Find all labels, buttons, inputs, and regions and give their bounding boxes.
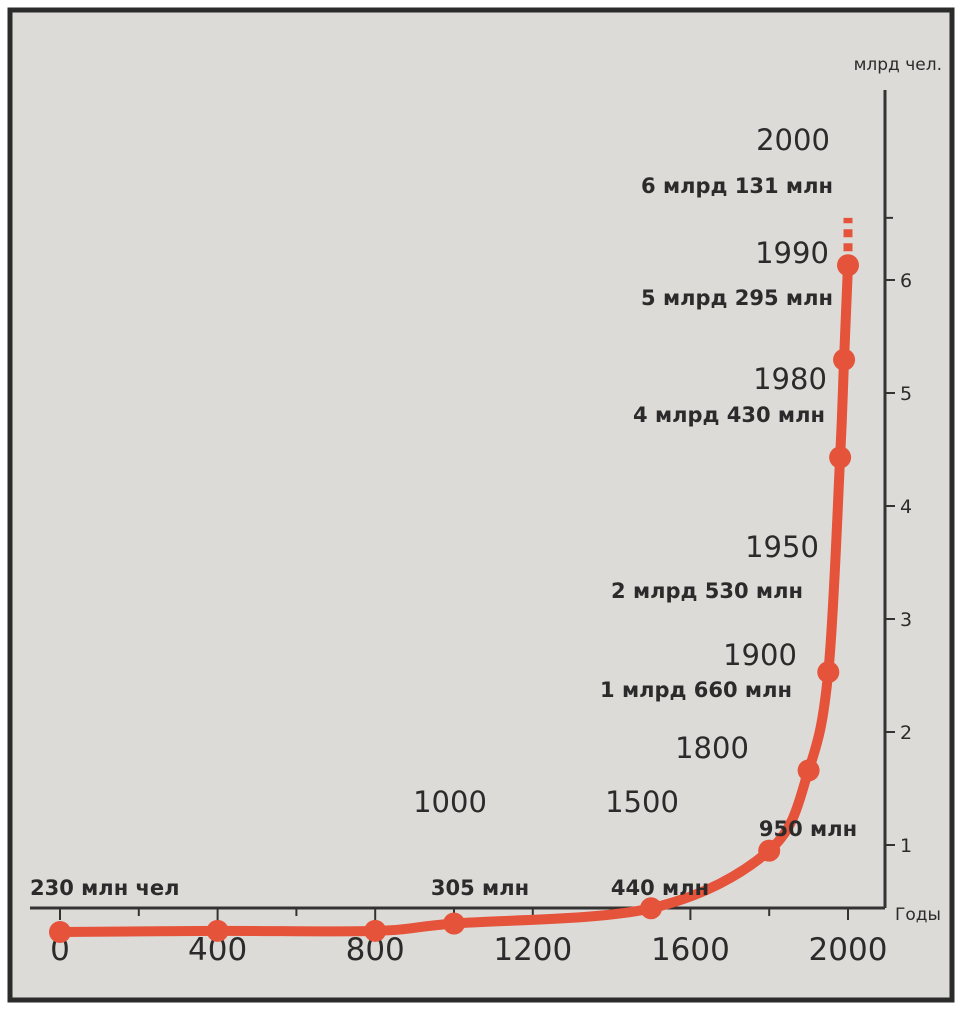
annotation-year-label: 1980 (753, 362, 827, 396)
labels-layer: 230 млн чел 1000 305 млн 1500 440 млн 1800 950… (30, 123, 857, 900)
points-layer (49, 254, 859, 944)
data-point (833, 348, 856, 371)
x-tick-label: 1200 (493, 932, 572, 968)
annotation-population-label: 230 млн чел (30, 876, 180, 900)
data-point (364, 919, 387, 942)
y-ticks: 1 2 3 4 5 6 (885, 216, 912, 857)
data-point (206, 919, 229, 942)
y-tick-label: 4 (900, 496, 912, 518)
axes (30, 90, 887, 910)
x-ticks: 0 400 800 1200 1600 2000 (50, 908, 887, 968)
annotation-population-label: 6 млрд 131 млн (641, 174, 833, 198)
annotation-population-label: 440 млн (611, 876, 709, 900)
y-tick-label: 2 (900, 722, 912, 744)
plot-panel (7, 7, 955, 1003)
annotation-year-label: 1900 (723, 638, 797, 672)
data-point (797, 759, 820, 782)
annotation-year-label: 1000 (413, 785, 487, 819)
annotation-population-label: 5 млрд 295 млн (641, 286, 833, 310)
y-tick-label: 5 (900, 383, 912, 405)
annotation-population-label: 950 млн (759, 817, 857, 841)
annotation-year-label: 1950 (745, 530, 819, 564)
annotation-population-label: 1 млрд 660 млн (600, 678, 792, 702)
y-tick-label: 6 (900, 270, 912, 292)
annotation-population-label: 2 млрд 530 млн (611, 579, 803, 603)
annotation-population-label: 4 млрд 430 млн (633, 403, 825, 427)
annotation-population-label: 305 млн (431, 876, 529, 900)
annotation-year-label: 2000 (756, 123, 830, 157)
annotation-year-label: 1500 (605, 785, 679, 819)
data-point (640, 897, 662, 920)
data-point (758, 839, 781, 862)
annotation-year-label: 1800 (675, 731, 749, 765)
data-point (443, 912, 465, 935)
annotation-year-label: 1990 (755, 236, 829, 270)
y-tick-label: 3 (900, 609, 912, 631)
x-tick-label: 1600 (651, 932, 730, 968)
x-axis-unit-label: Годы (895, 905, 941, 925)
data-point (817, 661, 840, 684)
y-tick-label: 1 (900, 835, 912, 857)
y-axis-unit-label: млрд чел. (854, 55, 942, 75)
x-tick-label: 2000 (809, 932, 888, 968)
data-point (829, 446, 852, 469)
data-point (49, 921, 71, 944)
data-point (837, 254, 859, 277)
